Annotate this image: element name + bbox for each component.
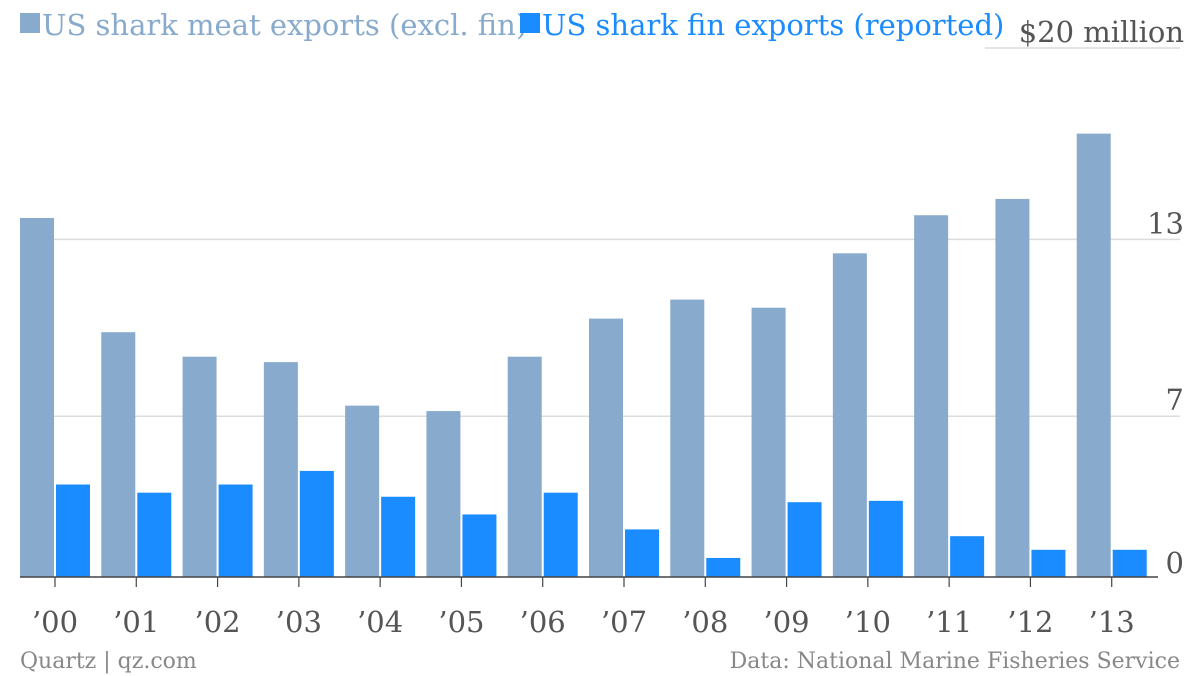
x-tick-label: ’13 (1089, 605, 1135, 639)
source-right: Data: National Marine Fisheries Service (730, 649, 1180, 674)
bar-fin (462, 514, 497, 577)
bar-fin (543, 492, 578, 577)
bar-meat (914, 215, 949, 578)
bar-fin (137, 492, 172, 577)
bar-fin (1031, 549, 1066, 577)
x-tick-label: ’02 (195, 605, 241, 639)
legend: US shark meat exports (excl. fin) US sha… (20, 8, 1004, 42)
x-tick-label: ’09 (764, 605, 810, 639)
bar-meat (426, 411, 461, 577)
y-tick-label: 7 (1166, 383, 1184, 417)
bar-fin (706, 557, 741, 577)
bar-fin (625, 529, 659, 577)
x-tick-label: ’12 (1007, 605, 1053, 639)
bar-meat (263, 362, 298, 577)
legend-label-fin: US shark fin exports (reported) (542, 8, 1004, 42)
x-axis-ticks: ’00 ’01 ’02 ’03 ’04 ’05 ’06 ’07 ’08 ’09 ’10 ’11 ’12 ’… (32, 577, 1135, 639)
bar-meat (507, 356, 542, 577)
bar-meat (995, 198, 1030, 578)
bar-meat (670, 299, 705, 577)
bar-meat (751, 307, 786, 577)
source-left: Quartz | qz.com (20, 649, 197, 674)
y-tick-label: 13 (1147, 206, 1184, 240)
legend-swatch-meat (20, 13, 40, 33)
x-tick-label: ’01 (113, 605, 159, 639)
x-tick-label: ’11 (926, 605, 972, 639)
x-tick-label: ’00 (32, 605, 78, 639)
x-tick-label: ’07 (601, 605, 647, 639)
bar-fin (787, 502, 822, 577)
bar-fin (381, 496, 416, 577)
x-tick-label: ’05 (438, 605, 484, 639)
bar-meat (345, 405, 380, 577)
legend-swatch-fin (520, 13, 540, 33)
bar-fin (56, 484, 90, 577)
y-axis-ticks: 0 7 13 $20 million (1019, 15, 1184, 580)
bar-meat (182, 356, 217, 577)
x-tick-label: ’10 (845, 605, 891, 639)
bar-meat (1076, 133, 1111, 577)
bar-meat (101, 332, 136, 577)
bar-fin (950, 536, 985, 577)
bar-meat (832, 253, 867, 577)
y-tick-label: $20 million (1019, 15, 1184, 49)
x-tick-label: ’08 (682, 605, 728, 639)
bar-fin (1112, 549, 1147, 577)
bars (20, 133, 1147, 578)
legend-label-meat: US shark meat exports (excl. fin) (42, 8, 527, 42)
bar-fin (218, 484, 253, 577)
bar-fin (868, 500, 903, 577)
bar-meat (20, 217, 54, 577)
x-tick-label: ’04 (357, 605, 403, 639)
bar-meat (589, 318, 623, 577)
bar-fin (299, 470, 334, 577)
x-tick-label: ’06 (520, 605, 566, 639)
x-tick-label: ’03 (276, 605, 322, 639)
y-tick-label: 0 (1166, 546, 1184, 580)
